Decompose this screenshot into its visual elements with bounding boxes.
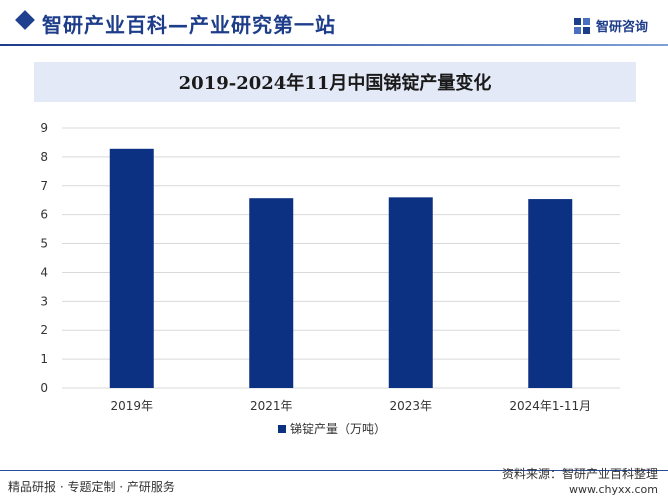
- header: 智研产业百科—产业研究第一站 智研咨询: [0, 0, 668, 46]
- bar: [528, 199, 573, 388]
- bar: [249, 198, 294, 388]
- bar: [109, 148, 154, 388]
- footer-services: 精品研报 · 专题定制 · 产研服务: [8, 480, 175, 494]
- y-tick-label: 9: [40, 121, 48, 135]
- y-tick-label: 0: [40, 381, 48, 395]
- legend: 锑锭产量（万吨）: [278, 422, 386, 436]
- y-tick-label: 5: [40, 237, 48, 251]
- y-axis-ticks: 0 1 2 3 4 5 6 7 8 9: [40, 121, 48, 395]
- x-tick-label: 2024年1-11月: [509, 399, 591, 413]
- y-tick-label: 1: [40, 352, 48, 366]
- site-title: 智研产业百科—产业研究第一站: [42, 13, 336, 37]
- chart-title-band: 2019-2024年11月中国锑锭产量变化: [34, 62, 636, 102]
- legend-swatch: [278, 425, 286, 433]
- bar: [388, 197, 433, 388]
- footer-url[interactable]: www.chyxx.com: [568, 483, 658, 496]
- chart-title: 2019-2024年11月中国锑锭产量变化: [178, 73, 492, 94]
- x-tick-label: 2023年: [389, 399, 432, 413]
- brand-logo-icon: [573, 17, 590, 34]
- legend-label: 锑锭产量（万吨）: [290, 422, 386, 436]
- y-tick-label: 8: [40, 150, 48, 164]
- y-tick-label: 3: [40, 294, 48, 308]
- brand[interactable]: 智研咨询: [573, 16, 648, 35]
- x-axis-ticks: 2019年 2021年 2023年 2024年1-11月: [110, 399, 591, 413]
- footer-divider: [0, 470, 668, 471]
- grid-lines: [62, 127, 620, 389]
- x-tick-label: 2019年: [110, 399, 153, 413]
- bars: [109, 148, 573, 388]
- y-tick-label: 7: [40, 179, 48, 193]
- brand-name: 智研咨询: [595, 20, 648, 35]
- diamond-icon: [15, 10, 35, 30]
- header-divider: [0, 44, 668, 46]
- y-tick-label: 4: [40, 265, 48, 279]
- y-tick-label: 2: [40, 323, 48, 337]
- x-tick-label: 2021年: [250, 399, 293, 413]
- y-tick-label: 6: [40, 208, 48, 222]
- bar-chart: 0 1 2 3 4 5 6 7 8 9 2019年 2021年 2023年 2024年1-11月 锑锭产…: [40, 121, 620, 436]
- footer-source: 资料来源：智研产业百科整理: [501, 467, 658, 481]
